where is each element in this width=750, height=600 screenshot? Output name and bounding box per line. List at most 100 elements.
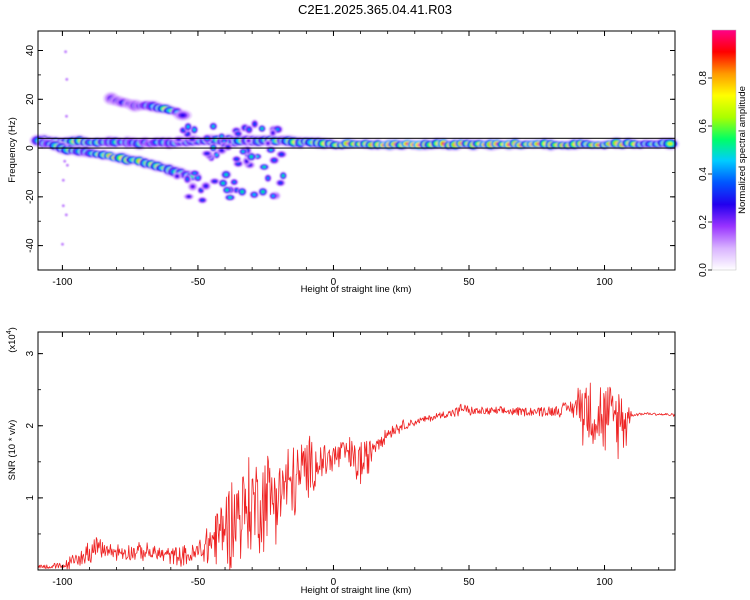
heatmap-cell	[247, 139, 250, 142]
heatmap-cell	[176, 138, 181, 141]
colorbar-label: Normalized spectral amplitude	[737, 86, 748, 214]
heatmap-cell	[63, 159, 67, 163]
heatmap-panel: -100 -50 0 50 100 -40 -20 0 20 40 Height of stra…	[7, 30, 680, 295]
y-tick-label: -40	[25, 238, 36, 253]
snr-frame	[37, 331, 676, 571]
heatmap-cell	[186, 132, 189, 136]
colorbar-tick-label: 0.4	[698, 167, 709, 181]
colorbar-frame	[711, 29, 737, 271]
x-tick-label: -50	[191, 277, 206, 288]
heatmap-cell	[193, 128, 196, 132]
heatmap-cell	[225, 188, 229, 192]
heatmap-cell	[221, 181, 225, 185]
heatmap-cell	[249, 155, 253, 159]
heatmap-cell	[65, 143, 69, 147]
heatmap-cell	[236, 132, 240, 135]
heatmap-cell	[222, 140, 226, 143]
heatmap-cell	[279, 181, 282, 184]
heatmap-cell	[180, 113, 186, 117]
colorbar-tick-label: 0.0	[698, 263, 709, 277]
heatmap-cell	[253, 122, 256, 126]
heatmap-cell	[266, 176, 270, 180]
y-tick-label: 1	[25, 495, 36, 501]
heatmap-cell	[220, 135, 223, 138]
heatmap-cell	[193, 172, 197, 175]
heatmap-cell	[182, 129, 185, 132]
heatmap-cell	[212, 125, 215, 128]
heatmap-cell	[271, 131, 275, 135]
heatmap-cell	[272, 159, 276, 162]
heatmap-cell	[191, 185, 195, 188]
snr-y-axis: 1 2 3	[25, 350, 675, 571]
heatmap-cell	[266, 142, 270, 145]
heatmap-cell	[196, 176, 200, 180]
colorbar-tick-label: 0.8	[698, 71, 709, 85]
heatmap-cell	[199, 189, 203, 192]
colorbar-gradient	[712, 30, 736, 270]
heatmap-cell	[256, 155, 259, 158]
x-tick-label: -50	[191, 577, 206, 588]
snr-y-label: SNR (10 * v/v)	[7, 420, 18, 481]
y-tick-label: 40	[25, 45, 36, 57]
heatmap-cell	[220, 149, 224, 152]
heatmap-cells	[29, 50, 680, 246]
heatmap-frame	[37, 30, 676, 271]
colorbar-ticks: 0.0 0.2 0.4 0.6 0.8	[698, 71, 712, 277]
heatmap-cell	[61, 204, 65, 208]
heatmap-cell	[186, 177, 189, 181]
heatmap-cell	[205, 152, 209, 155]
heatmap-cell	[232, 181, 236, 184]
snr-scale-label: (x104)	[6, 327, 18, 353]
heatmap-x-axis: -100 -50 0 50 100	[52, 31, 660, 288]
heatmap-cell	[247, 128, 251, 132]
colorbar-tick-label: 0.2	[698, 215, 709, 229]
heatmap-cell	[175, 175, 179, 178]
snr-x-label: Height of straight line (km)	[301, 585, 412, 596]
heatmap-cell	[64, 213, 68, 217]
x-tick-label: 50	[463, 277, 475, 288]
heatmap-cell	[261, 190, 265, 194]
heatmap-cell	[271, 194, 275, 198]
colorbar-tick-label: 0.6	[698, 119, 709, 133]
y-tick-label: 0	[25, 145, 36, 151]
heatmap-cell	[235, 158, 239, 161]
heatmap-cell	[241, 150, 245, 153]
heatmap-cell	[260, 127, 264, 130]
heatmap-cell	[65, 77, 69, 81]
heatmap-cell	[204, 184, 208, 188]
heatmap-x-label: Height of straight line (km)	[301, 284, 412, 295]
heatmap-cell	[224, 173, 228, 177]
y-tick-label: 3	[25, 350, 36, 356]
heatmap-cell	[236, 162, 240, 165]
heatmap-cell	[215, 153, 218, 157]
heatmap-cell	[65, 163, 69, 167]
heatmap-cell	[213, 180, 217, 183]
heatmap-cell	[187, 195, 191, 198]
colorbar: 0.0 0.2 0.4 0.6 0.8 Normalized spectral ampl…	[698, 29, 748, 277]
x-tick-label: -100	[52, 577, 72, 588]
heatmap-cell	[186, 125, 190, 129]
x-tick-label: 100	[596, 577, 613, 588]
y-tick-label: 20	[25, 93, 36, 105]
heatmap-cell	[667, 141, 673, 146]
x-tick-label: 100	[596, 277, 613, 288]
heatmap-cell	[61, 178, 65, 182]
heatmap-cell	[65, 114, 68, 118]
snr-series-line	[37, 382, 676, 570]
y-tick-label: -20	[25, 189, 36, 204]
heatmap-cell	[279, 153, 284, 156]
heatmap-cell	[228, 196, 232, 199]
y-tick-label: 2	[25, 423, 36, 429]
snr-panel: -100 -50 0 50 100 1 2 3 Height of straight lin…	[6, 327, 676, 596]
heatmap-cell	[252, 193, 256, 196]
heatmap-cell	[240, 190, 244, 194]
heatmap-cell	[61, 242, 64, 246]
heatmap-cell	[262, 165, 266, 169]
x-tick-label: 0	[331, 577, 337, 588]
heatmap-cell	[269, 148, 273, 151]
heatmap-cell	[245, 159, 248, 163]
heatmap-cell	[282, 174, 285, 177]
heatmap-cell	[275, 128, 280, 131]
x-tick-label: -100	[52, 277, 72, 288]
